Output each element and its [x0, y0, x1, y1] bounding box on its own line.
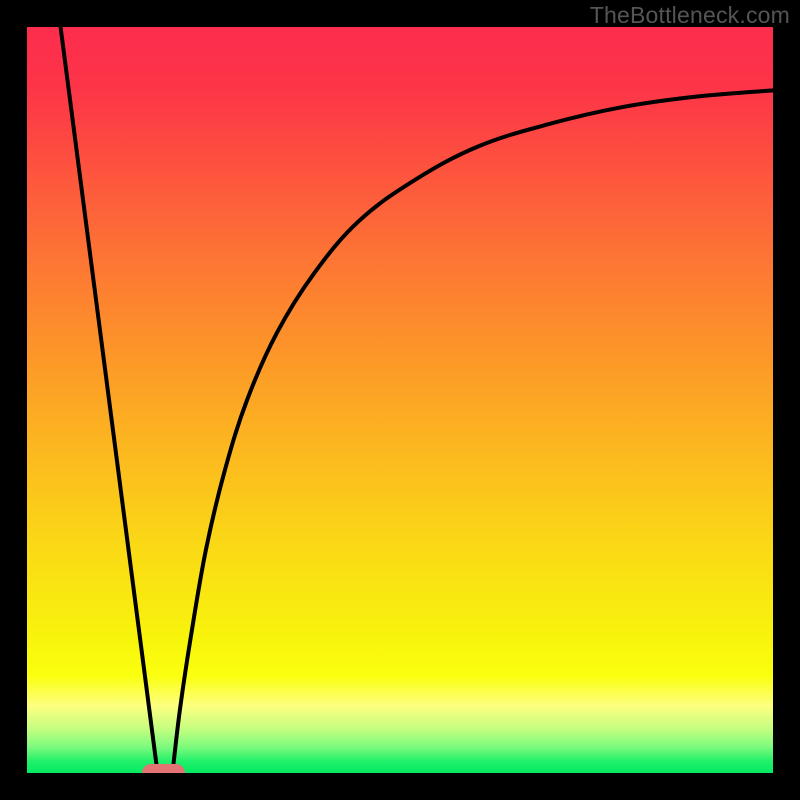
frame-bottom — [0, 773, 800, 800]
watermark-text: TheBottleneck.com — [590, 2, 790, 29]
curve-right-segment — [172, 90, 773, 773]
chart-container: TheBottleneck.com — [0, 0, 800, 800]
bottleneck-curve — [0, 0, 800, 800]
curve-left-segment — [61, 27, 158, 773]
frame-left — [0, 0, 27, 800]
frame-right — [773, 0, 800, 800]
